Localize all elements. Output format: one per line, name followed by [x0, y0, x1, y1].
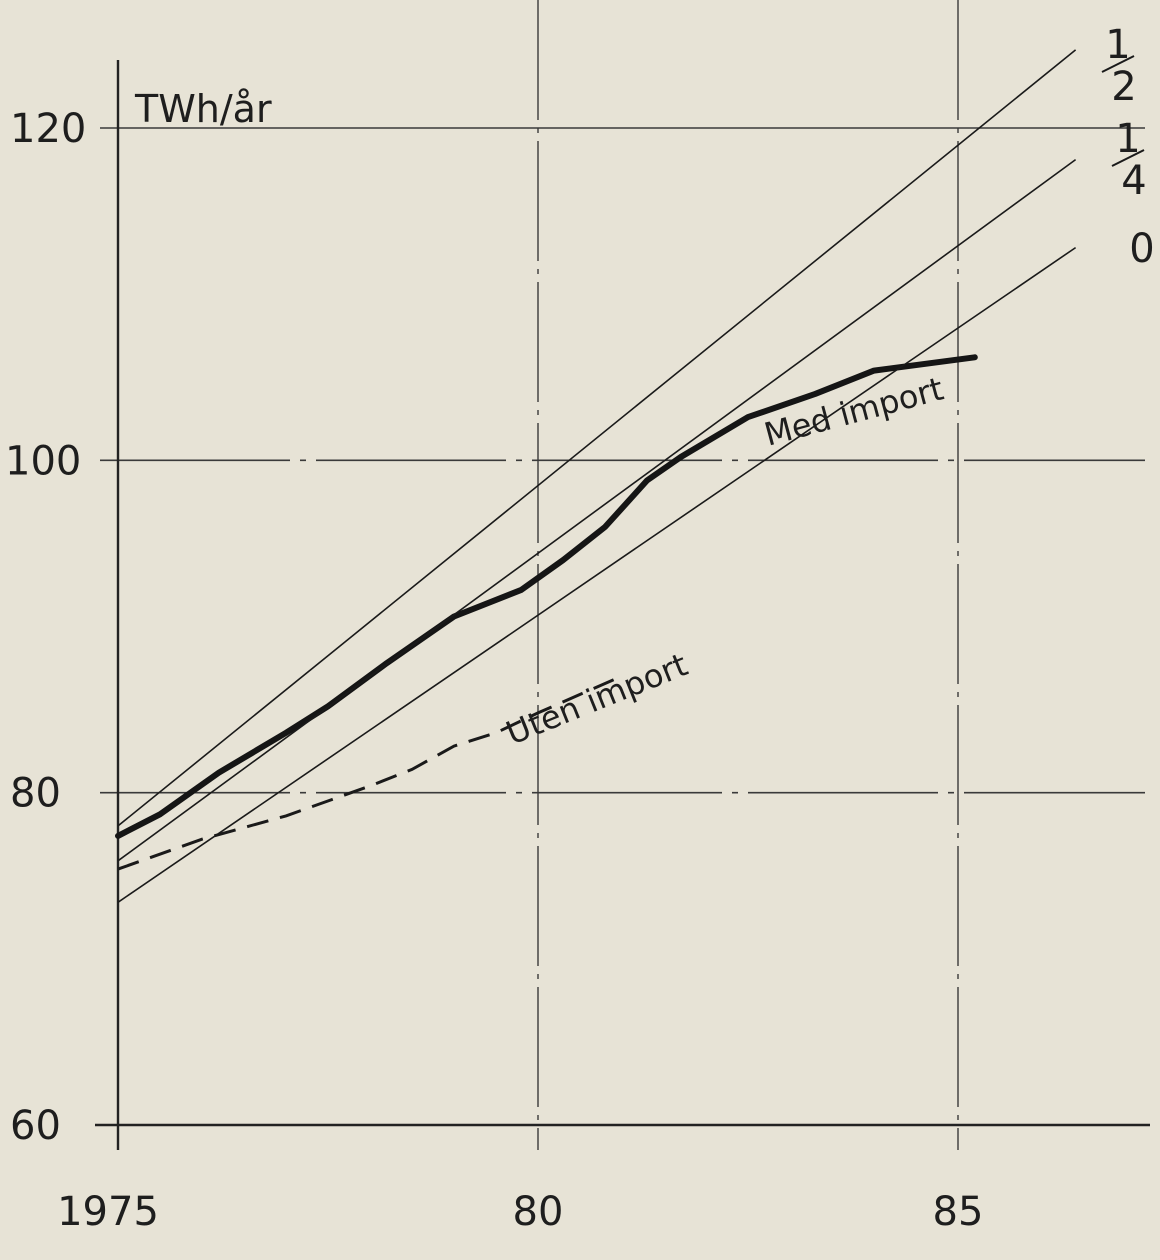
line-label-num-0: 1 — [1105, 22, 1130, 68]
series-line-quarter — [117, 158, 1077, 862]
series-line-zero — [117, 246, 1077, 903]
series-layer — [115, 49, 1077, 903]
y-tick-label-60: 60 — [10, 1103, 61, 1149]
y-tick-label-100: 100 — [5, 438, 81, 484]
axis-layer — [95, 60, 1150, 1150]
line-label-bar-1 — [1111, 149, 1145, 167]
x-tick-label-1975: 1975 — [57, 1189, 159, 1235]
y-tick-label-80: 80 — [10, 771, 61, 817]
line-label-zero: 0 — [1129, 226, 1154, 272]
line-label-bar-0 — [1101, 55, 1135, 73]
annotation-med-import: Med import — [760, 370, 947, 454]
series-line-med-import — [115, 354, 978, 839]
line-label-num-1: 1 — [1115, 116, 1140, 162]
series-line-uten-import — [117, 678, 615, 871]
line-label-den-0: 2 — [1111, 64, 1136, 110]
y-axis-unit-label: TWh/år — [134, 87, 272, 131]
grid-layer — [100, 0, 1145, 1150]
x-tick-label-85: 85 — [933, 1189, 984, 1235]
line-label-den-1: 4 — [1121, 158, 1146, 204]
x-tick-label-80: 80 — [513, 1189, 564, 1235]
series-line-half — [117, 49, 1077, 827]
annotation-uten-import: Uten import — [501, 645, 693, 752]
y-tick-label-120: 120 — [10, 106, 86, 152]
